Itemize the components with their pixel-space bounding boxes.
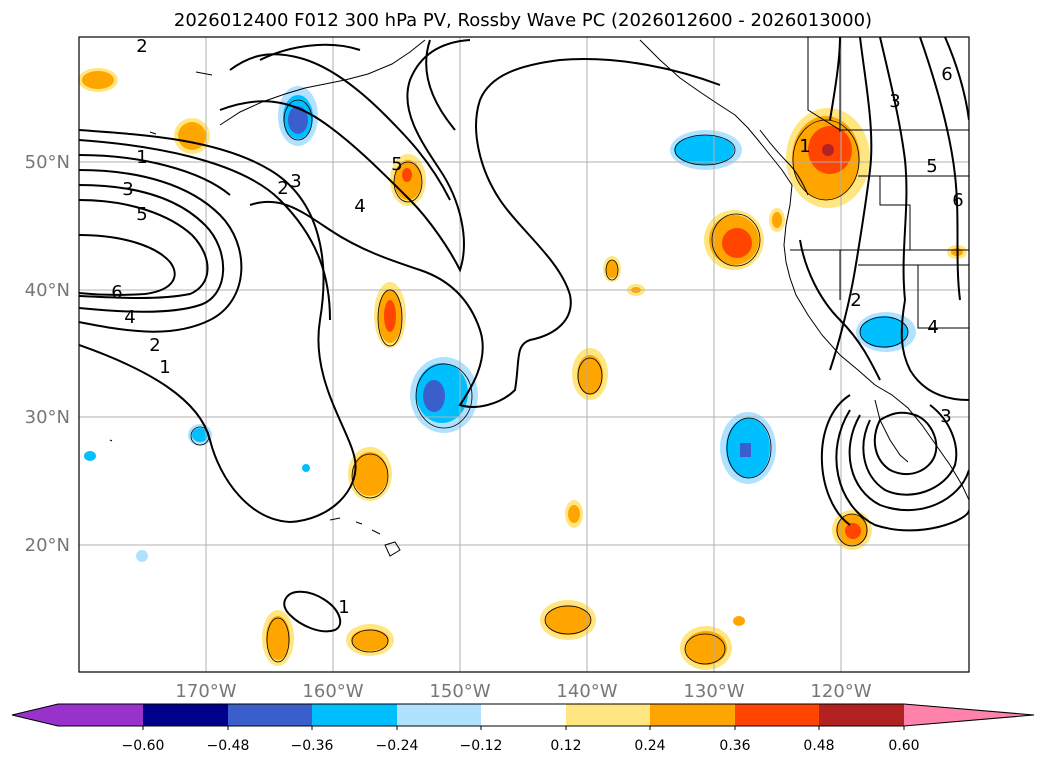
contour-label: 6 <box>111 282 122 303</box>
negative-anomaly <box>84 451 96 461</box>
colorbar-label: −0.60 <box>122 738 165 754</box>
contour-label: 5 <box>926 156 937 177</box>
contour-label: 6 <box>952 190 963 211</box>
contour-label: 5 <box>391 154 402 175</box>
negative-anomaly <box>670 130 742 170</box>
positive-anomaly <box>346 624 394 656</box>
colorbar-label: −0.24 <box>376 738 419 754</box>
contour-label: 3 <box>889 91 900 112</box>
colorbar-segment <box>397 704 481 726</box>
colorbar-segment <box>650 704 735 726</box>
colorbar-label: 0.12 <box>550 738 581 754</box>
positive-anomaly <box>704 210 764 270</box>
positive-anomaly <box>603 256 621 282</box>
colorbar-label: 0.36 <box>719 738 750 754</box>
lat-tick-label: 40°N <box>25 280 70 301</box>
map-area: 2 1 3 5 2 3 4 5 6 4 2 1 1 1 3 5 6 6 2 4 … <box>79 36 969 672</box>
lon-tick-label: 140°W <box>556 681 617 702</box>
contour-label: 1 <box>136 147 147 168</box>
colorbar-label: 0.60 <box>888 738 919 754</box>
contour-label: 1 <box>159 357 170 378</box>
negative-anomaly <box>856 312 916 352</box>
negative-anomaly <box>302 464 310 472</box>
longitude-labels: 170°W 160°W 150°W 140°W 130°W 120°W <box>175 681 871 702</box>
positive-anomaly <box>680 626 732 670</box>
colorbar-segment <box>312 704 397 726</box>
shaded-anomalies <box>79 68 967 670</box>
contour-label: 6 <box>941 64 952 85</box>
pv-contours <box>79 37 969 633</box>
negative-anomaly <box>410 357 478 433</box>
contour-label: 2 <box>277 178 288 199</box>
colorbar-segment <box>228 704 312 726</box>
colorbar-segment <box>566 704 650 726</box>
colorbar-label: −0.12 <box>460 738 503 754</box>
contour-label: 3 <box>122 179 133 200</box>
anomaly-outlines <box>190 99 909 665</box>
positive-anomaly <box>786 108 870 208</box>
positive-anomaly <box>79 68 118 92</box>
lon-tick-label: 170°W <box>175 681 236 702</box>
positive-anomaly <box>733 616 745 626</box>
positive-anomaly <box>374 282 406 348</box>
contour-label: 3 <box>290 171 301 192</box>
contour-label: 1 <box>799 136 810 157</box>
lon-tick-label: 120°W <box>810 681 871 702</box>
lat-tick-label: 20°N <box>25 535 70 556</box>
colorbar-segment <box>143 704 228 726</box>
contour-label: 2 <box>149 335 160 356</box>
lon-tick-label: 130°W <box>683 681 744 702</box>
positive-anomaly <box>540 600 596 640</box>
gridlines <box>79 37 969 672</box>
colorbar-label: −0.36 <box>291 738 334 754</box>
positive-anomaly <box>769 208 785 232</box>
lon-tick-label: 160°W <box>302 681 363 702</box>
contour-labels: 2 1 3 5 2 3 4 5 6 4 2 1 1 1 3 5 6 6 2 4 … <box>111 36 963 618</box>
positive-anomaly <box>565 500 583 528</box>
negative-anomaly <box>720 412 776 484</box>
contour-label: 5 <box>136 204 147 225</box>
colorbar-segment <box>819 704 904 726</box>
contour-label: 3 <box>940 406 951 427</box>
colorbar-segment <box>481 704 566 726</box>
colorbar-label: 0.48 <box>803 738 834 754</box>
map-frame <box>78 36 970 673</box>
colorbar-segment <box>735 704 819 726</box>
positive-anomaly <box>572 348 608 400</box>
lat-tick-label: 50°N <box>25 152 70 173</box>
positive-anomaly <box>348 447 392 501</box>
figure-title: 2026012400 F012 300 hPa PV, Rossby Wave … <box>174 10 872 31</box>
contour-label: 4 <box>354 196 365 217</box>
positive-anomaly <box>174 118 210 154</box>
negative-anomaly <box>136 550 148 562</box>
colorbar-extend-min <box>12 704 58 726</box>
colorbar-outline <box>11 703 1035 727</box>
colorbar-segment <box>58 704 143 726</box>
contour-label: 1 <box>338 597 349 618</box>
lon-tick-label: 150°W <box>429 681 490 702</box>
contour-label: 4 <box>927 317 938 338</box>
colorbar-label: 0.24 <box>634 738 665 754</box>
colorbar-label: −0.48 <box>207 738 250 754</box>
contour-label: 4 <box>124 307 135 328</box>
positive-anomaly <box>832 510 872 550</box>
colorbar: −0.60 −0.48 −0.36 −0.24 −0.12 0.12 0.24 … <box>11 703 1035 754</box>
contour-label: 2 <box>850 290 861 311</box>
latitude-labels: 50°N 40°N 30°N 20°N <box>25 152 70 556</box>
contour-label: 2 <box>136 36 147 57</box>
lat-tick-label: 30°N <box>25 407 70 428</box>
colorbar-extend-max <box>904 704 1034 726</box>
